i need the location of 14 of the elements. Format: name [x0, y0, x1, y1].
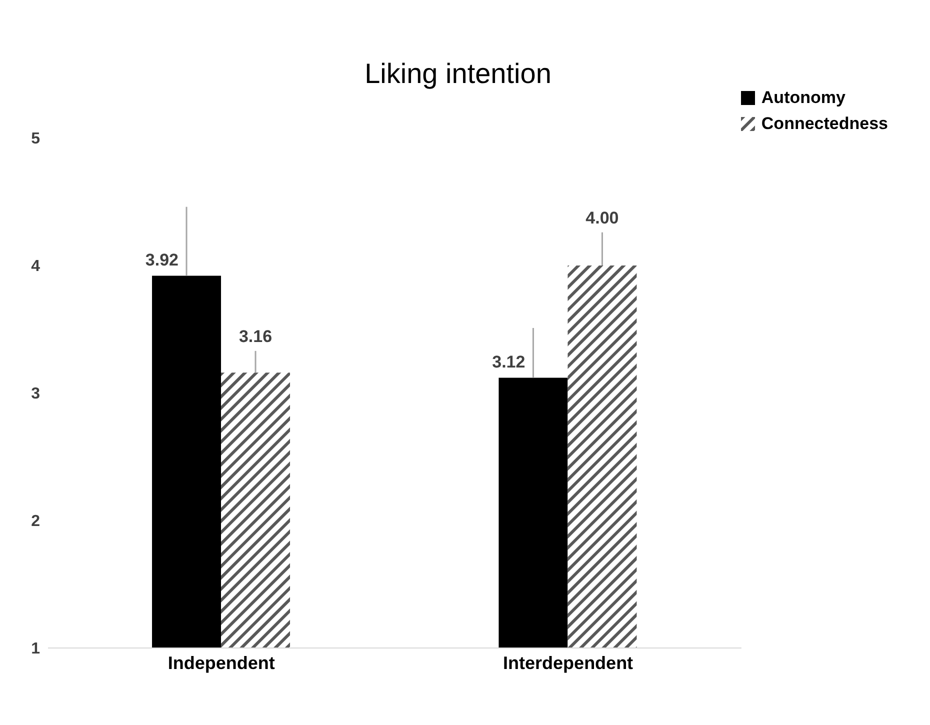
y-tick-label: 5 — [31, 130, 40, 148]
y-tick-label: 3 — [31, 386, 40, 403]
chart-title: Liking intention — [364, 58, 552, 89]
y-tick-label: 4 — [31, 258, 40, 276]
data-label: 3.92 — [145, 250, 179, 270]
legend-label: Connectedness — [761, 114, 888, 134]
y-tick-label: 2 — [31, 513, 40, 530]
x-tick-label: Interdependent — [503, 652, 634, 673]
data-label: 3.12 — [492, 352, 526, 372]
x-tick-label: Independent — [168, 652, 275, 673]
data-label: 3.16 — [238, 326, 272, 346]
y-tick-label: 1 — [31, 640, 40, 658]
legend-label: Autonomy — [761, 88, 846, 108]
data-label: 4.00 — [586, 208, 619, 228]
